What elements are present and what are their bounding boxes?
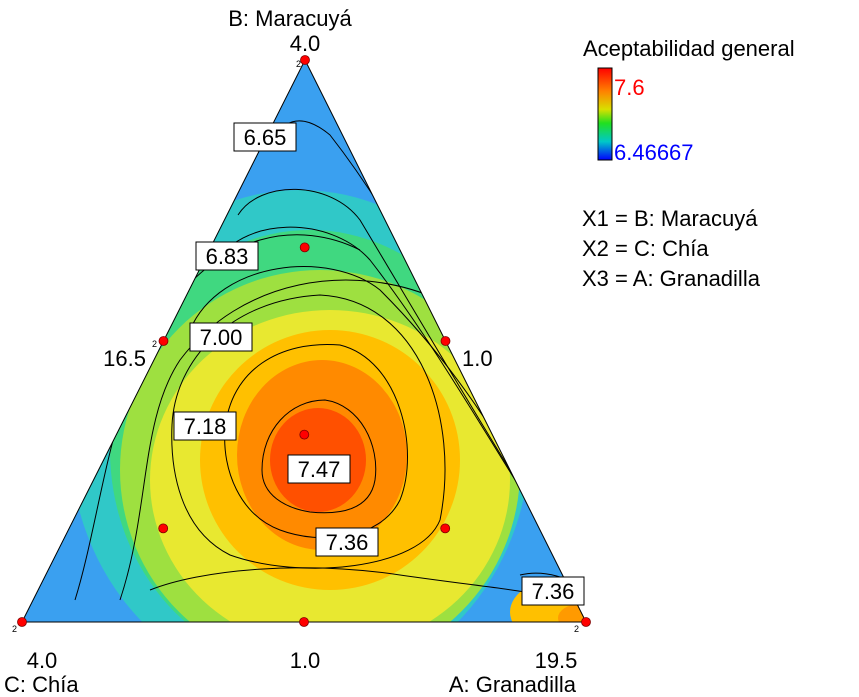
edge-tick-bottom: 1.0: [290, 648, 321, 673]
legend: Aceptabilidad general 7.6 6.46667 X1 = B…: [582, 36, 795, 291]
vertex-value-right: 19.5: [535, 648, 578, 673]
design-points: [17, 55, 591, 627]
contour-label-text: 6.83: [206, 244, 249, 269]
design-point: [158, 523, 169, 534]
replicate-marker: 2: [296, 59, 301, 69]
design-point: [17, 617, 27, 627]
replicate-marker: 2: [12, 624, 17, 634]
design-point: [581, 617, 591, 627]
contour-label-text: 6.65: [244, 125, 287, 150]
legend-title: Aceptabilidad general: [583, 36, 795, 61]
contour-label-text: 7.18: [184, 414, 227, 439]
contour-line: [119, 279, 441, 601]
replicate-marker: 2: [152, 339, 157, 349]
contour-line: [149, 567, 541, 596]
contour-label-6-83: 6.83: [195, 241, 259, 271]
design-point: [299, 617, 309, 627]
legend-max-label: 7.6: [614, 75, 645, 100]
contour-label-7-18: 7.18: [173, 411, 237, 441]
contour-line: [171, 294, 446, 569]
design-point: [299, 429, 310, 440]
vertex-value-top: 4.0: [290, 31, 321, 56]
vertex-label-right: A: Granadilla: [449, 672, 577, 697]
contour-label-6-65: 6.65: [233, 122, 297, 152]
contour-label-text: 7.47: [298, 457, 341, 482]
edge-tick-left: 16.5: [103, 346, 146, 371]
mapping-x2: X2 = C: Chía: [582, 236, 709, 261]
mapping-x1: X1 = B: Maracuyá: [582, 206, 758, 231]
design-point: [300, 55, 310, 65]
contour-line: [261, 399, 377, 514]
legend-color-bar: [597, 67, 613, 161]
edge-tick-right: 1.0: [462, 346, 493, 371]
contour-line: [224, 343, 408, 539]
contour-label-text: 7.36: [326, 530, 369, 555]
contour-label-7-36-corner: 7.36: [521, 576, 585, 606]
vertex-label-left: C: Chía: [4, 672, 79, 697]
replicate-marker: 2: [574, 624, 579, 634]
vertex-value-left: 4.0: [27, 648, 58, 673]
design-point: [299, 242, 310, 253]
contour-labels: 6.65 6.83 7.00 7.18 7.47 7.36 7.36: [173, 122, 585, 606]
legend-min-label: 6.46667: [614, 140, 694, 165]
contour-label-7-00: 7.00: [189, 322, 253, 352]
design-point: [158, 336, 169, 346]
vertex-label-top: B: Maracuyá: [228, 6, 352, 31]
contour-label-7-36-center: 7.36: [315, 527, 379, 557]
contour-label-7-47: 7.47: [287, 454, 351, 484]
contour-label-text: 7.00: [200, 325, 243, 350]
design-point: [440, 523, 451, 534]
mapping-x3: X3 = A: Granadilla: [582, 266, 761, 291]
design-point: [440, 336, 451, 346]
contour-label-text: 7.36: [532, 579, 575, 604]
